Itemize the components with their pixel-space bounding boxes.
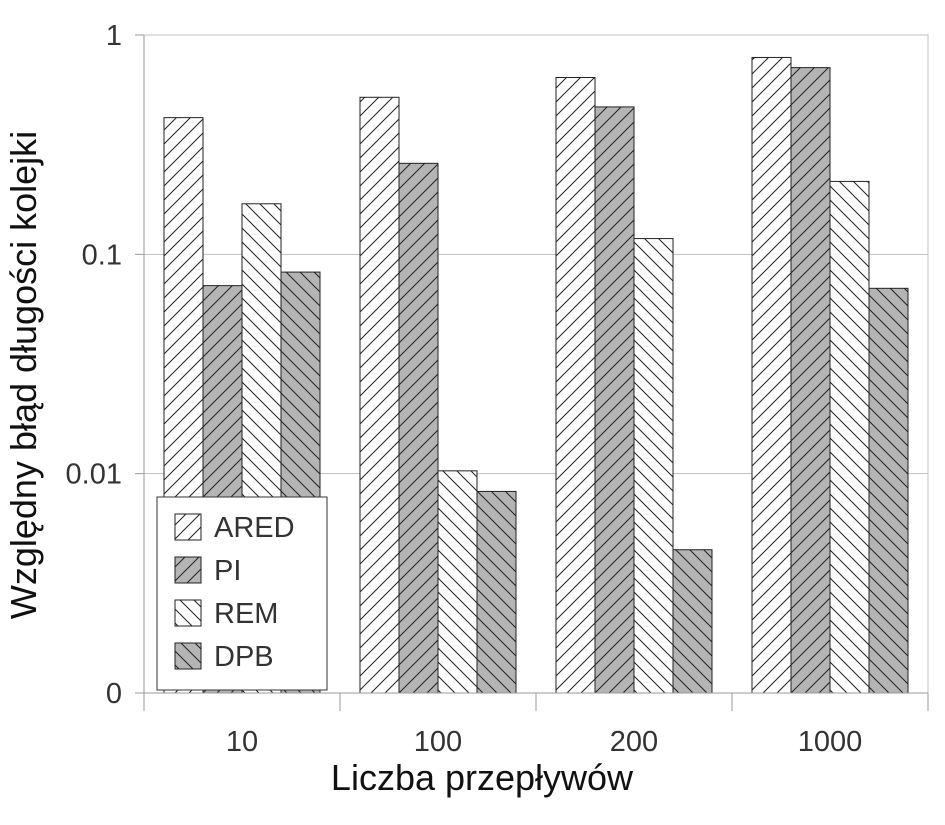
x-tick-label: 1000 — [798, 726, 863, 758]
bar-pi-100 — [398, 162, 439, 694]
axes: 0 0.01 0.1 1 10 100 200 1000 — [66, 20, 929, 758]
bar-ared-1000 — [751, 56, 792, 694]
bar-ared-200 — [555, 77, 596, 694]
bar-pi-200 — [594, 106, 635, 694]
legend-label-ared: ARED — [214, 512, 295, 544]
x-tick-label: 100 — [414, 726, 462, 758]
bar-dpb-100 — [476, 490, 517, 694]
x-tick-label: 10 — [226, 726, 258, 758]
legend-label-pi: PI — [214, 555, 241, 587]
legend-label-dpb: DPB — [214, 641, 274, 673]
bar-rem-100 — [437, 470, 478, 694]
legend: ARED PI REM DPB — [156, 496, 328, 691]
bar-rem-1000 — [829, 180, 870, 694]
y-tick-label: 0.01 — [66, 459, 122, 491]
y-tick-label: 1 — [106, 20, 122, 52]
bar-dpb-1000 — [868, 287, 909, 694]
y-axis-title: Względny błąd długości kolejki — [3, 131, 44, 619]
bar-rem-200 — [633, 238, 674, 694]
legend-label-rem: REM — [214, 598, 278, 630]
y-tick-label: 0 — [106, 678, 122, 710]
bars — [163, 56, 909, 694]
bar-dpb-200 — [672, 549, 713, 694]
legend-swatch-ared — [174, 513, 202, 541]
bar-ared-100 — [359, 96, 400, 694]
x-tick-label: 200 — [610, 726, 658, 758]
bar-pi-1000 — [790, 67, 831, 694]
legend-swatch-pi — [174, 556, 202, 584]
legend-swatch-rem — [174, 599, 202, 627]
legend-swatch-dpb — [174, 642, 202, 670]
x-axis-title: Liczba przepływów — [331, 757, 634, 798]
y-tick-label: 0.1 — [82, 239, 122, 271]
